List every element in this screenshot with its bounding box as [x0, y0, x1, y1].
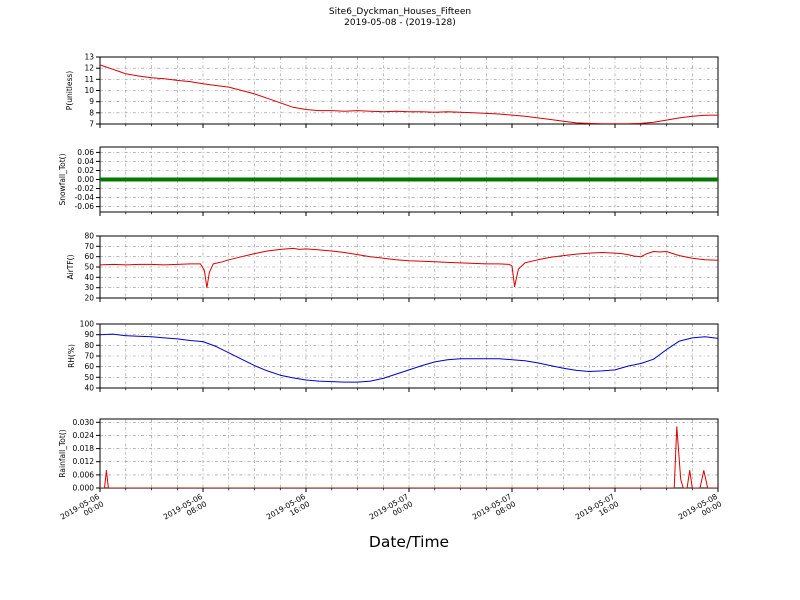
y-tick-label: 70: [84, 242, 94, 251]
y-tick-label: 0.02: [77, 166, 94, 175]
x-axis-title: Date/Time: [368, 533, 450, 551]
y-tick-label: 80: [84, 341, 94, 350]
y-tick-label: 0.06: [77, 148, 94, 157]
y-tick-label: 70: [84, 352, 94, 361]
series-p-unitless: [100, 64, 718, 124]
y-tick-label: 80: [84, 232, 94, 241]
y-tick-label: 20: [84, 294, 94, 303]
panel-snowfall-tot: 0.060.040.020.00-0.02-0.04-0.06 Snowfall_…: [58, 146, 719, 216]
chart-subtitle: 2019-05-08 - (2019-128): [344, 18, 456, 28]
y-tick-label: 60: [84, 252, 94, 261]
chart-title: Site6_Dyckman_Houses_Fifteen: [328, 7, 472, 17]
y-tick-label: 0.04: [77, 157, 94, 166]
y-tick-label: 0.012: [73, 457, 95, 466]
y-tick-label: 11: [84, 75, 94, 84]
x-tick-label: 2019-05-0700:00: [368, 492, 415, 529]
y-tick-label: 90: [84, 330, 94, 339]
x-tick-label: 2019-05-0600:00: [59, 492, 106, 529]
x-tick-label: 2019-05-0716:00: [574, 492, 621, 529]
series-airtf: [100, 247, 718, 289]
y-tick-label: 0.024: [73, 431, 95, 440]
y-tick-label: 60: [84, 362, 94, 371]
y-axis-label: Rainfall_Tot(): [58, 429, 67, 477]
y-tick-label: -0.02: [75, 184, 95, 193]
y-tick-label: 0.018: [73, 444, 95, 453]
y-tick-label: 0.000: [73, 484, 95, 493]
y-tick-label: -0.06: [75, 202, 95, 211]
y-tick-label: 0.030: [73, 418, 95, 427]
panel-rainfall-tot: 0.030 0.024 0.018 0.012 0.006 0.000 Rainfall_T…: [58, 418, 719, 493]
y-tick-label: 50: [84, 373, 94, 382]
y-tick-label: 12: [84, 64, 94, 73]
y-tick-label: 13: [84, 53, 94, 62]
y-tick-label: 40: [84, 273, 94, 282]
y-tick-label: 7: [89, 120, 94, 129]
y-axis-label: RH(%): [67, 344, 76, 368]
y-axis-label: Snowfall_Tot(): [58, 153, 67, 205]
x-tick-label: 2019-05-0800:00: [677, 492, 724, 529]
y-tick-label: 0.00: [77, 175, 94, 184]
y-tick-label: 8: [89, 108, 94, 117]
series-rh: [100, 333, 718, 383]
panel-p-unitless: 13 12 11 10 9 8 7 P(unitless): [65, 53, 719, 129]
y-tick-label: 0.006: [73, 470, 95, 479]
y-tick-label: 40: [84, 384, 94, 393]
y-tick-label: 30: [84, 283, 94, 292]
x-tick-label: 2019-05-0608:00: [162, 492, 209, 529]
y-tick-label: 10: [84, 86, 94, 95]
series-rainfall-tot: [100, 426, 718, 488]
y-tick-label: 50: [84, 263, 94, 272]
y-axis-label: AirTF(): [66, 254, 75, 279]
y-tick-label: 9: [89, 97, 94, 106]
y-tick-label: 100: [80, 320, 95, 329]
x-tick-label: 2019-05-0708:00: [471, 492, 518, 529]
x-tick-label: 2019-05-0616:00: [265, 492, 312, 529]
y-axis-label: P(unitless): [65, 71, 74, 110]
y-tick-label: -0.04: [75, 193, 95, 202]
